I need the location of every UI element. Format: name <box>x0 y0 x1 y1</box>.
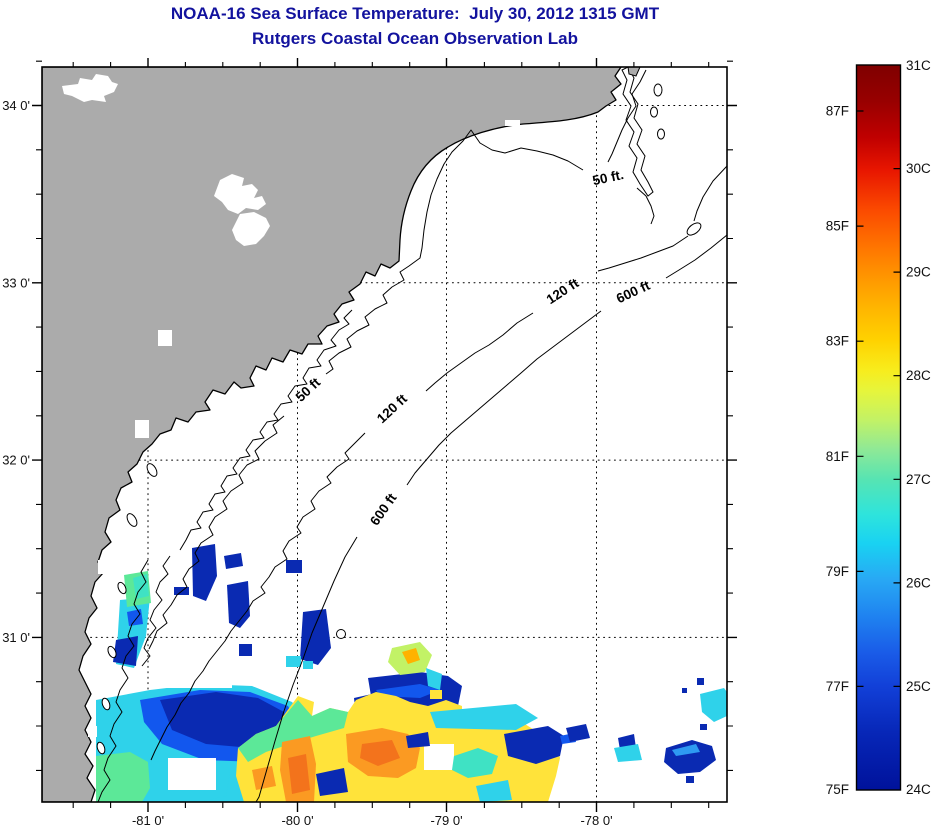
barrier-islands-ne <box>621 67 665 197</box>
contour-label-50ft-north: 50 ft. <box>591 167 625 188</box>
y-tick-label: 31 0' <box>2 630 30 645</box>
cbar-c-label: 24C <box>906 782 931 797</box>
cbar-c-label: 25C <box>906 679 931 694</box>
depth-contours <box>148 69 727 802</box>
y-axis-labels: 34 0' 33 0' 32 0' 31 0' <box>2 98 30 645</box>
cbar-f-label: 87F <box>826 104 849 119</box>
y-tick-label: 33 0' <box>2 275 30 290</box>
small-islands <box>96 463 158 755</box>
figure-subtitle: Rutgers Coastal Ocean Observation Lab <box>252 29 578 48</box>
x-tick-label: -79 0' <box>430 813 462 828</box>
cbar-f-label: 81F <box>826 449 849 464</box>
temperature-colorbar: 87F 85F 83F 81F 79F 77F 75F 31C 30C 29C … <box>826 58 931 797</box>
sst-pixels <box>96 544 727 802</box>
colorbar-celsius-labels: 31C 30C 29C 28C 27C 26C 25C 24C <box>906 58 931 797</box>
cbar-f-label: 85F <box>826 219 849 234</box>
figure-title: NOAA-16 Sea Surface Temperature: July 30… <box>170 4 660 23</box>
axis-ticks <box>32 58 737 812</box>
coastal-island-chains <box>97 309 353 802</box>
cbar-c-label: 27C <box>906 472 931 487</box>
contour-50ft-south <box>148 415 285 650</box>
y-tick-label: 32 0' <box>2 453 30 468</box>
cloud-patches <box>62 74 520 737</box>
cbar-c-label: 29C <box>906 265 931 280</box>
cbar-c-label: 26C <box>906 575 931 590</box>
cbar-f-label: 83F <box>826 334 849 349</box>
cbar-c-label: 28C <box>906 368 931 383</box>
plot-border <box>41 66 728 803</box>
x-tick-label: -81 0' <box>132 813 164 828</box>
cbar-f-label: 79F <box>826 564 849 579</box>
colorbar-gradient <box>855 64 902 791</box>
contour-600ft <box>665 234 727 279</box>
y-tick-label: 34 0' <box>2 98 30 113</box>
contour-50ft-north <box>607 69 647 163</box>
x-tick-label: -80 0' <box>281 813 313 828</box>
x-axis-labels: -81 0' -80 0' -79 0' -78 0' <box>132 813 613 828</box>
cbar-f-label: 75F <box>826 782 849 797</box>
cbar-f-label: 77F <box>826 679 849 694</box>
cbar-c-label: 31C <box>906 58 931 73</box>
contour-120ft <box>693 165 727 222</box>
colorbar-fahrenheit-labels: 87F 85F 83F 81F 79F 77F 75F <box>826 104 849 798</box>
cbar-c-label: 30C <box>906 161 931 176</box>
x-tick-label: -78 0' <box>580 813 612 828</box>
